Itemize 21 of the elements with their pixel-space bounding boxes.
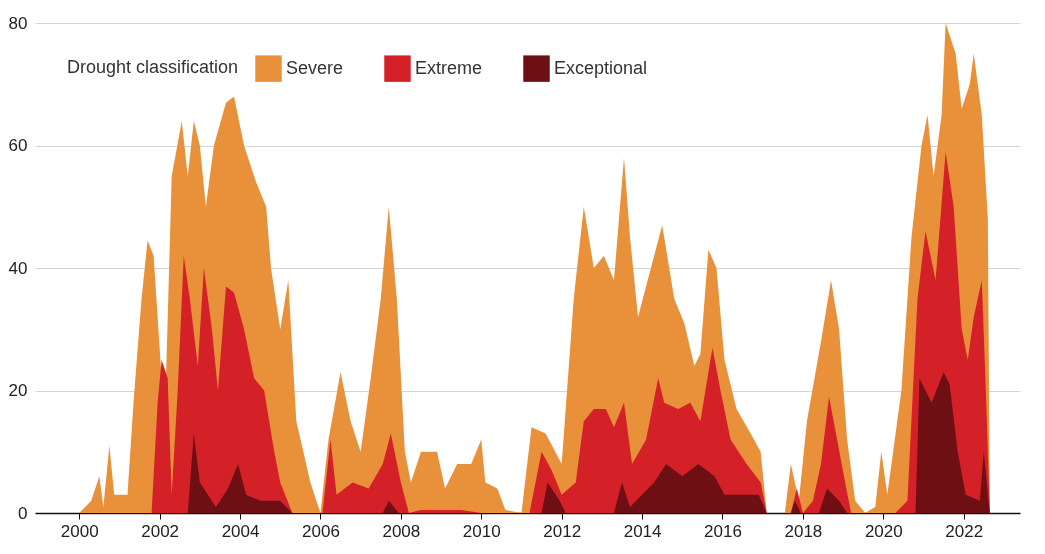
x-tick-label: 2012 bbox=[543, 521, 582, 541]
x-tick-label: 2002 bbox=[141, 521, 180, 541]
x-tick-label: 2006 bbox=[302, 521, 340, 541]
x-tick-label: 2000 bbox=[60, 521, 99, 541]
x-tick-label: 2022 bbox=[945, 521, 984, 541]
legend-label: Exceptional bbox=[554, 57, 648, 78]
legend-label: Severe bbox=[286, 57, 344, 78]
y-tick-label: 80 bbox=[8, 13, 28, 33]
x-tick-label: 2004 bbox=[221, 521, 260, 541]
y-tick-label: 60 bbox=[8, 136, 28, 155]
legend-title: Drought classification bbox=[67, 57, 239, 77]
y-tick-label: 20 bbox=[8, 381, 28, 400]
x-tick-label: 2014 bbox=[623, 521, 662, 541]
x-tick-label: 2008 bbox=[382, 521, 421, 541]
x-tick-label: 2018 bbox=[784, 521, 823, 541]
x-tick-label: 2020 bbox=[864, 521, 903, 541]
legend-label: Extreme bbox=[415, 57, 483, 78]
y-tick-label: 40 bbox=[8, 258, 28, 278]
y-tick-label: 0 bbox=[18, 503, 28, 523]
x-tick-label: 2016 bbox=[704, 521, 742, 541]
x-tick-label: 2010 bbox=[462, 521, 501, 541]
